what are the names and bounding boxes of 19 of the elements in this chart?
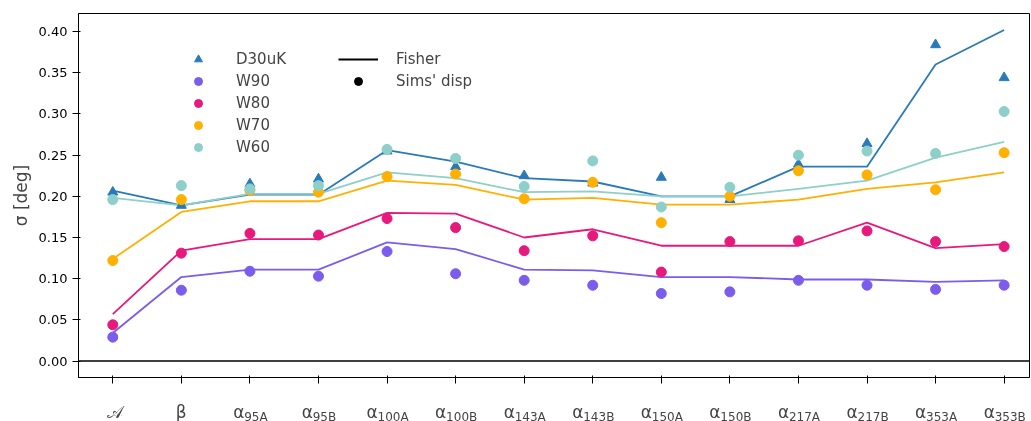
y-tick-label: 0.10 bbox=[38, 271, 68, 287]
y-axis-title: σ [deg] bbox=[10, 164, 31, 227]
legend-label: D30uK bbox=[236, 50, 287, 68]
y-tick-label: 0.05 bbox=[38, 312, 68, 328]
y-tick-label: 0.15 bbox=[38, 230, 68, 245]
legend-label: W60 bbox=[236, 138, 271, 156]
y-tick-label: 0.30 bbox=[38, 106, 68, 122]
legend-label: W80 bbox=[236, 94, 271, 112]
x-tick-label: 𝒜 bbox=[107, 401, 126, 421]
legend-label: Sims' disp bbox=[396, 72, 474, 90]
legend-label: W70 bbox=[236, 116, 271, 134]
y-tick-label: 0.00 bbox=[38, 353, 68, 369]
x-tick-label: β bbox=[175, 401, 187, 421]
y-tick-label: 0.40 bbox=[38, 24, 68, 40]
y-tick-label: 0.25 bbox=[38, 147, 68, 163]
legend-label: Fisher bbox=[396, 50, 442, 68]
legend-label: W90 bbox=[236, 72, 271, 90]
y-tick-label: 0.35 bbox=[38, 65, 68, 81]
y-tick-label: 0.20 bbox=[38, 188, 68, 204]
